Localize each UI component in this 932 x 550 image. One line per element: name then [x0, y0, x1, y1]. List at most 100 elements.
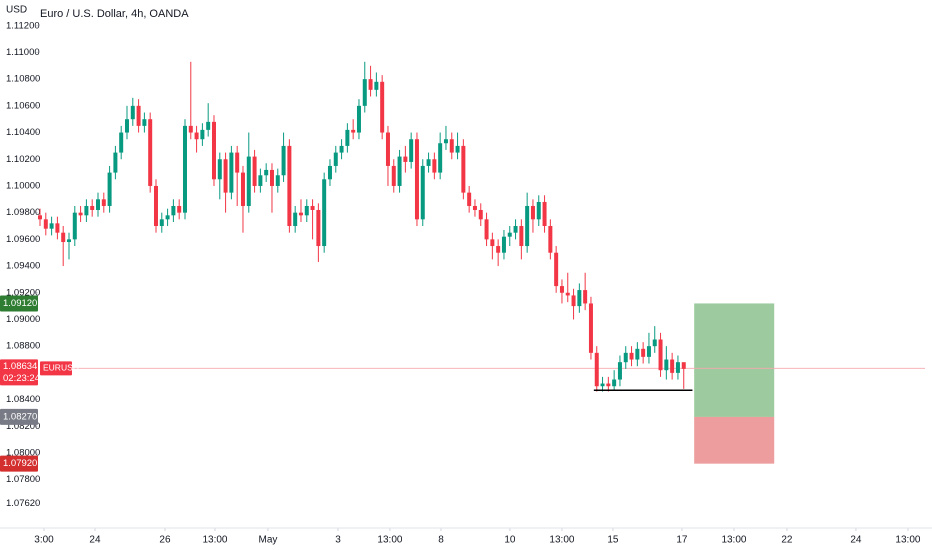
- candle-body: [507, 232, 512, 237]
- y-tick-label: 1.08400: [6, 394, 40, 405]
- stop-price-label: 1.07920: [3, 458, 37, 469]
- candle-body: [455, 145, 460, 153]
- entry-price-label: 1.08270: [3, 411, 37, 422]
- candle-body: [617, 362, 622, 380]
- x-tick-label: 10: [504, 535, 516, 546]
- candle-body: [269, 169, 274, 186]
- currency-label: USD: [6, 5, 27, 16]
- y-tick-label: 1.11000: [6, 47, 40, 58]
- candle-body: [548, 226, 553, 253]
- candle-body: [177, 205, 182, 213]
- candle-body: [397, 156, 402, 186]
- candle-body: [635, 348, 640, 360]
- last-price-label: 1.08634: [3, 361, 37, 372]
- x-tick-label: 8: [438, 535, 444, 546]
- candle-body: [200, 129, 205, 140]
- stop-zone: [694, 416, 775, 464]
- y-tick-label: 1.09600: [6, 234, 40, 245]
- y-tick-label: 1.07620: [6, 498, 40, 509]
- candle-body: [629, 352, 634, 360]
- candle-body: [246, 156, 251, 206]
- candle-body: [43, 219, 48, 229]
- candle-body: [374, 81, 379, 90]
- candle-body: [472, 205, 477, 210]
- candle-body: [577, 290, 582, 307]
- candle-body: [252, 156, 257, 186]
- candle-body: [159, 219, 164, 227]
- candle-body: [61, 232, 66, 243]
- candle-body: [612, 379, 617, 387]
- candle-body: [217, 159, 222, 180]
- countdown-label: 02:23:24: [3, 373, 40, 384]
- candle-body: [281, 145, 286, 176]
- candle-body: [124, 119, 129, 133]
- candle-body: [368, 79, 373, 90]
- candle-body: [148, 119, 153, 186]
- candle-body: [119, 132, 124, 153]
- y-tick-label: 1.09000: [6, 314, 40, 325]
- candle-body: [235, 152, 240, 173]
- candle-body: [594, 352, 599, 387]
- candle-body: [542, 201, 547, 227]
- y-tick-label: 1.08000: [6, 447, 40, 458]
- x-tick-label: 13:00: [377, 535, 402, 546]
- candle-body: [293, 212, 298, 227]
- candle-body: [385, 132, 390, 166]
- candle-body: [182, 125, 187, 213]
- x-tick-label: 24: [850, 535, 862, 546]
- y-tick-label: 1.07800: [6, 474, 40, 485]
- candle-body: [432, 159, 437, 173]
- candle-body: [322, 179, 327, 247]
- candle-body: [327, 165, 332, 180]
- candle-body: [258, 175, 263, 186]
- stop-price-label-box: [0, 455, 38, 472]
- candle-body: [356, 105, 361, 133]
- candle-body: [461, 145, 466, 193]
- y-tick-label: 1.10200: [6, 154, 40, 165]
- candle-body: [90, 205, 95, 210]
- y-tick-label: 1.10000: [6, 180, 40, 191]
- candle-body: [554, 252, 559, 287]
- candle-body: [264, 169, 269, 176]
- candle-body: [403, 156, 408, 162]
- candle-body: [206, 121, 211, 130]
- y-tick-label: 1.09800: [6, 207, 40, 218]
- candle-body: [467, 192, 472, 206]
- candle-body: [478, 209, 483, 220]
- candle-body: [188, 125, 193, 133]
- candle-body: [414, 139, 419, 220]
- candle-body: [641, 348, 646, 357]
- candle-body: [38, 215, 42, 220]
- x-tick-label: 22: [781, 535, 793, 546]
- candle-body: [211, 121, 216, 180]
- candle-body: [484, 219, 489, 240]
- candle-body: [664, 359, 669, 371]
- candle-body: [229, 152, 234, 193]
- candle-body: [449, 139, 454, 153]
- candle-body: [310, 205, 315, 210]
- x-tick-label: 13:00: [895, 535, 920, 546]
- x-tick-label: 3:00: [34, 535, 54, 546]
- x-tick-label: 13:00: [549, 535, 574, 546]
- candle-body: [530, 205, 535, 220]
- candle-body: [380, 81, 385, 133]
- candle-body: [72, 212, 77, 240]
- x-tick-label: May: [259, 535, 278, 546]
- candle-body: [600, 383, 605, 387]
- x-tick-label: 24: [89, 535, 101, 546]
- candle-body: [571, 295, 576, 307]
- candle-body: [223, 159, 228, 193]
- x-tick-label: 13:00: [721, 535, 746, 546]
- candle-body: [78, 212, 83, 216]
- y-tick-label: 1.09400: [6, 261, 40, 272]
- candle-body: [681, 362, 686, 369]
- candle-body: [130, 105, 135, 120]
- candle-body: [496, 246, 501, 253]
- candle-body: [362, 79, 367, 106]
- candle-body: [136, 105, 141, 126]
- candle-body: [646, 346, 651, 357]
- candle-body: [240, 172, 245, 206]
- candle-body: [652, 339, 657, 347]
- target-zone: [694, 303, 775, 417]
- candle-body: [606, 383, 611, 387]
